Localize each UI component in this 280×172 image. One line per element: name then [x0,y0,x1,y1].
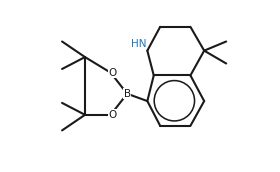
Text: HN: HN [130,39,146,49]
Text: O: O [109,110,117,120]
Text: O: O [109,68,117,78]
Text: B: B [123,89,131,99]
